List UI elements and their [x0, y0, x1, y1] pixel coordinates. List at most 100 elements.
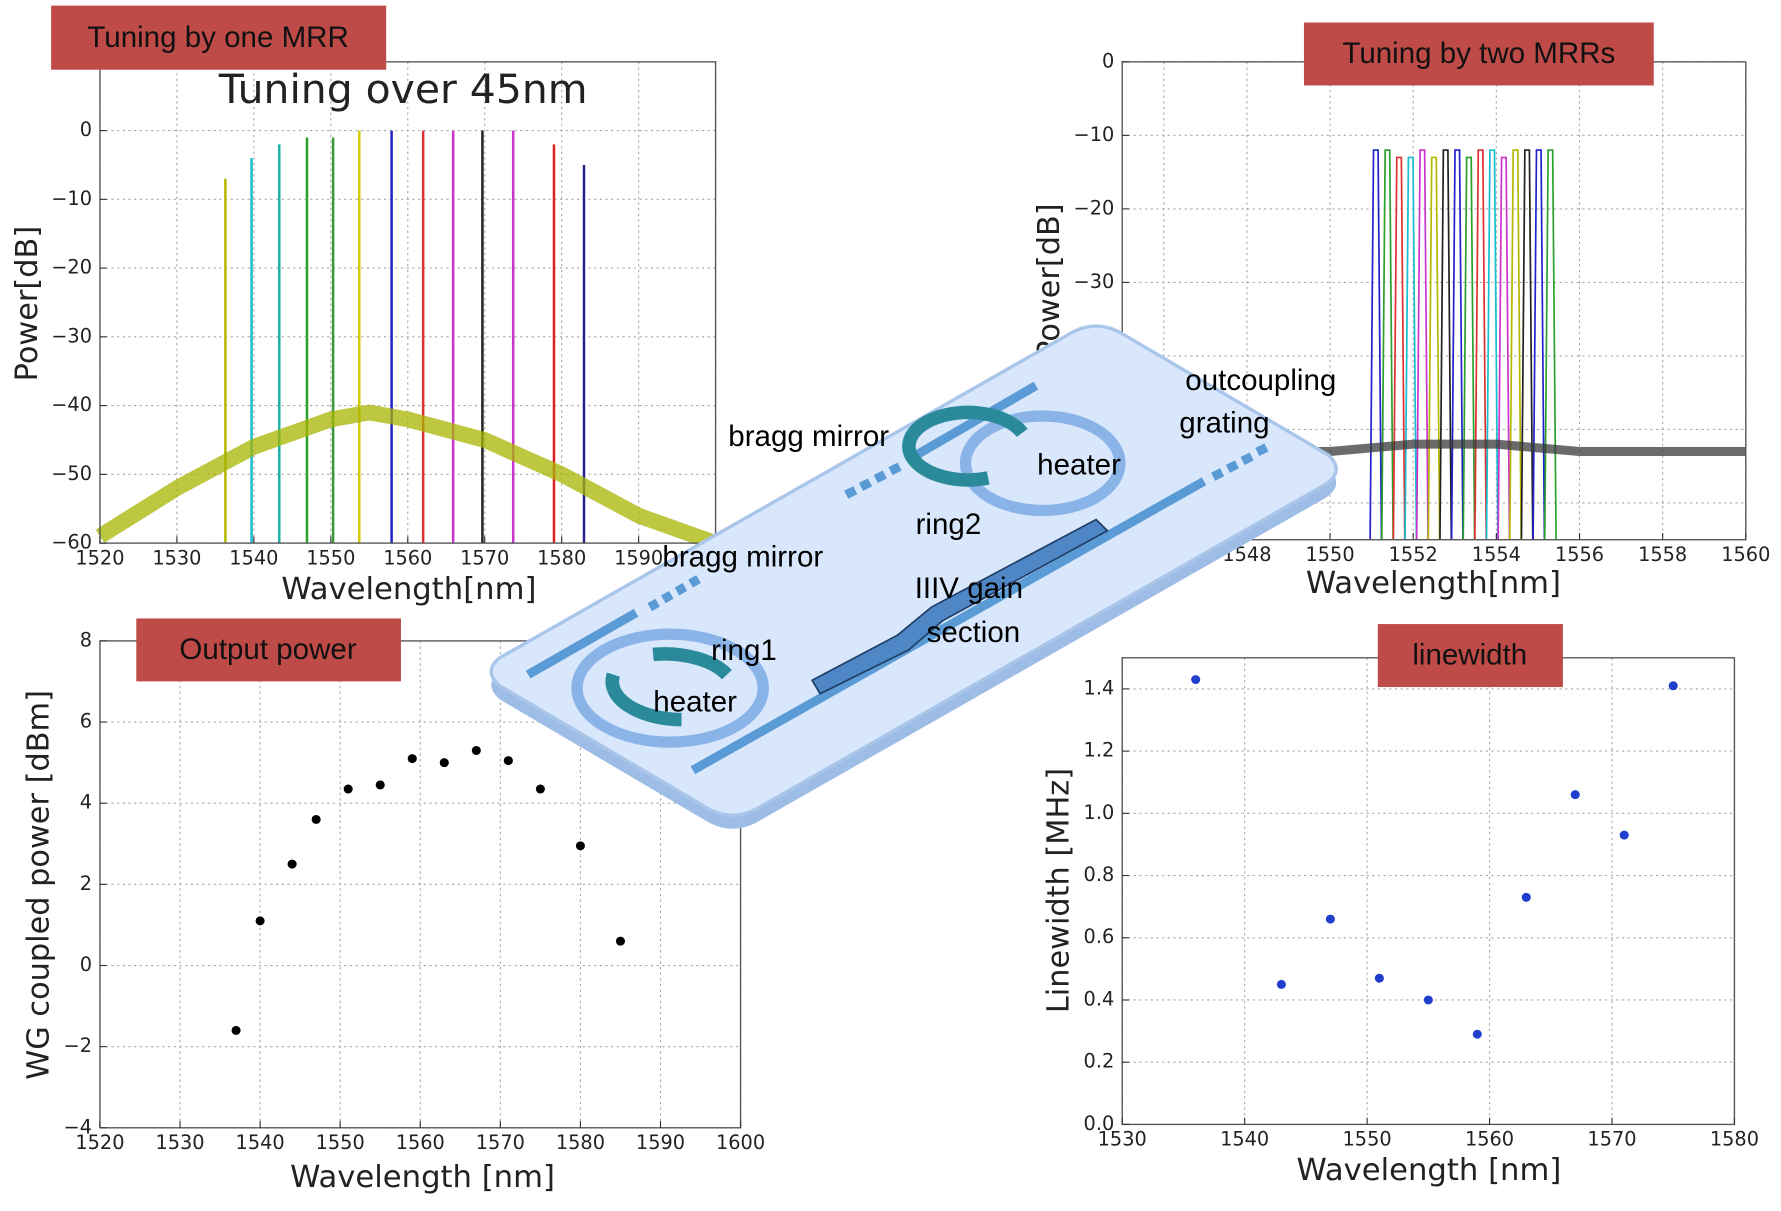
y-tick-label: 6 [80, 710, 92, 733]
y-axis-label: Linewidth [MHz] [1041, 768, 1076, 1013]
peak [1415, 149, 1429, 540]
y-axis-label: WG coupled power [dBm] [21, 690, 56, 1080]
x-tick-label: 1570 [460, 546, 509, 569]
peak [1380, 149, 1394, 540]
x-tick-label: 1540 [236, 1131, 285, 1154]
x-tick-label: 1520 [75, 1131, 124, 1154]
y-tick-label: −10 [1074, 123, 1115, 146]
x-tick-label: 1560 [1465, 1128, 1514, 1151]
diagram-label: heater [653, 686, 737, 719]
y-axis-label: Power[dB] [10, 226, 45, 382]
y-tick-label: 4 [80, 791, 92, 814]
y-tick-label: −50 [51, 462, 92, 485]
label-box [51, 5, 387, 70]
x-tick-label: 1520 [75, 546, 124, 569]
peak [1427, 156, 1441, 540]
y-tick-label: 0.6 [1084, 925, 1115, 948]
y-tick-label: 1.4 [1084, 676, 1115, 699]
peak [1462, 156, 1476, 540]
diagram-label: IIIV gain [915, 572, 1023, 605]
point [535, 784, 545, 794]
y-tick-label: −20 [51, 256, 92, 279]
label-box [1303, 22, 1654, 86]
x-tick-label: 1550 [1306, 543, 1355, 566]
y-tick-label: −60 [51, 531, 92, 554]
ring1 [571, 628, 769, 748]
ring2 [959, 410, 1126, 517]
y-tick-label: −30 [1074, 270, 1115, 293]
y-tick-label: −20 [1074, 196, 1115, 219]
point [575, 841, 585, 851]
y-tick-label: 1.2 [1084, 739, 1115, 762]
peak [1439, 149, 1453, 540]
x-axis-label: Wavelength [nm] [290, 1160, 555, 1195]
point [1191, 675, 1201, 685]
x-tick-label: 1590 [614, 546, 663, 569]
waveguides [525, 381, 1269, 775]
point [471, 745, 481, 755]
x-axis-label: Wavelength[nm] [1306, 566, 1561, 601]
x-axis-label: Wavelength[nm] [281, 572, 536, 607]
y-tick-label: −2 [64, 1034, 92, 1057]
x-tick-label: 1570 [476, 1131, 525, 1154]
chip [489, 324, 1338, 817]
diagram-label: bragg mirror [728, 420, 889, 453]
point [343, 784, 353, 794]
y-tick-label: 0.0 [1084, 1112, 1115, 1135]
x-tick-label: 1530 [155, 1131, 204, 1154]
point [1570, 790, 1580, 800]
peak [1543, 149, 1557, 540]
x-tick-label: 1550 [1343, 1128, 1392, 1151]
x-tick-label: 1570 [1587, 1128, 1636, 1151]
peak [1392, 156, 1406, 540]
diagram-label: ring1 [711, 634, 777, 667]
x-tick-label: 1580 [1710, 1128, 1759, 1151]
diagram-label: grating [1179, 407, 1269, 440]
y-tick-label: 0 [80, 118, 92, 141]
point [1276, 979, 1286, 989]
point [255, 916, 265, 926]
chart-title: Tuning by two MRRs [1342, 37, 1615, 70]
x-tick-label: 1590 [636, 1131, 685, 1154]
peak [1404, 156, 1418, 540]
x-tick-label: 1550 [316, 1131, 365, 1154]
chart-title: linewidth [1412, 639, 1527, 672]
point [439, 758, 449, 768]
y-tick-label: 0 [1102, 49, 1114, 72]
x-tick-label: 1550 [306, 546, 355, 569]
point [1521, 892, 1531, 902]
y-axis-label: Power[dB] [1032, 203, 1067, 359]
x-tick-label: 1580 [537, 546, 586, 569]
x-tick-label: 1540 [229, 546, 278, 569]
peak [1520, 149, 1534, 540]
plot-frame [99, 61, 717, 544]
x-tick-label: 1558 [1638, 543, 1687, 566]
label-box [136, 618, 401, 682]
point [311, 814, 321, 824]
chart-subtitle: Tuning over 45nm [218, 65, 588, 113]
x-tick-label: 1580 [556, 1131, 605, 1154]
y-tick-label: 0.8 [1084, 863, 1115, 886]
peak [1532, 149, 1546, 540]
background-spectrum [95, 404, 719, 551]
y-tick-label: 0 [80, 953, 92, 976]
x-tick-label: 1560 [1721, 543, 1770, 566]
diagram-label: bragg mirror [662, 541, 823, 574]
diagram-label: ring2 [916, 508, 982, 541]
y-tick-label: 2 [80, 872, 92, 895]
y-tick-label: 8 [80, 628, 92, 651]
point [1374, 973, 1384, 983]
diagram-label: outcoupling [1185, 364, 1336, 397]
peak [1474, 149, 1488, 540]
x-tick-label: 1554 [1472, 543, 1521, 566]
x-tick-label: 1530 [1098, 1128, 1147, 1151]
peak [1485, 149, 1499, 540]
diagram-label: section [927, 616, 1021, 649]
peak [1497, 156, 1511, 540]
x-axis-label: Wavelength [nm] [1296, 1153, 1561, 1188]
point [503, 756, 513, 766]
heater [902, 405, 1028, 487]
label-box [1377, 624, 1563, 688]
heater [605, 647, 732, 727]
